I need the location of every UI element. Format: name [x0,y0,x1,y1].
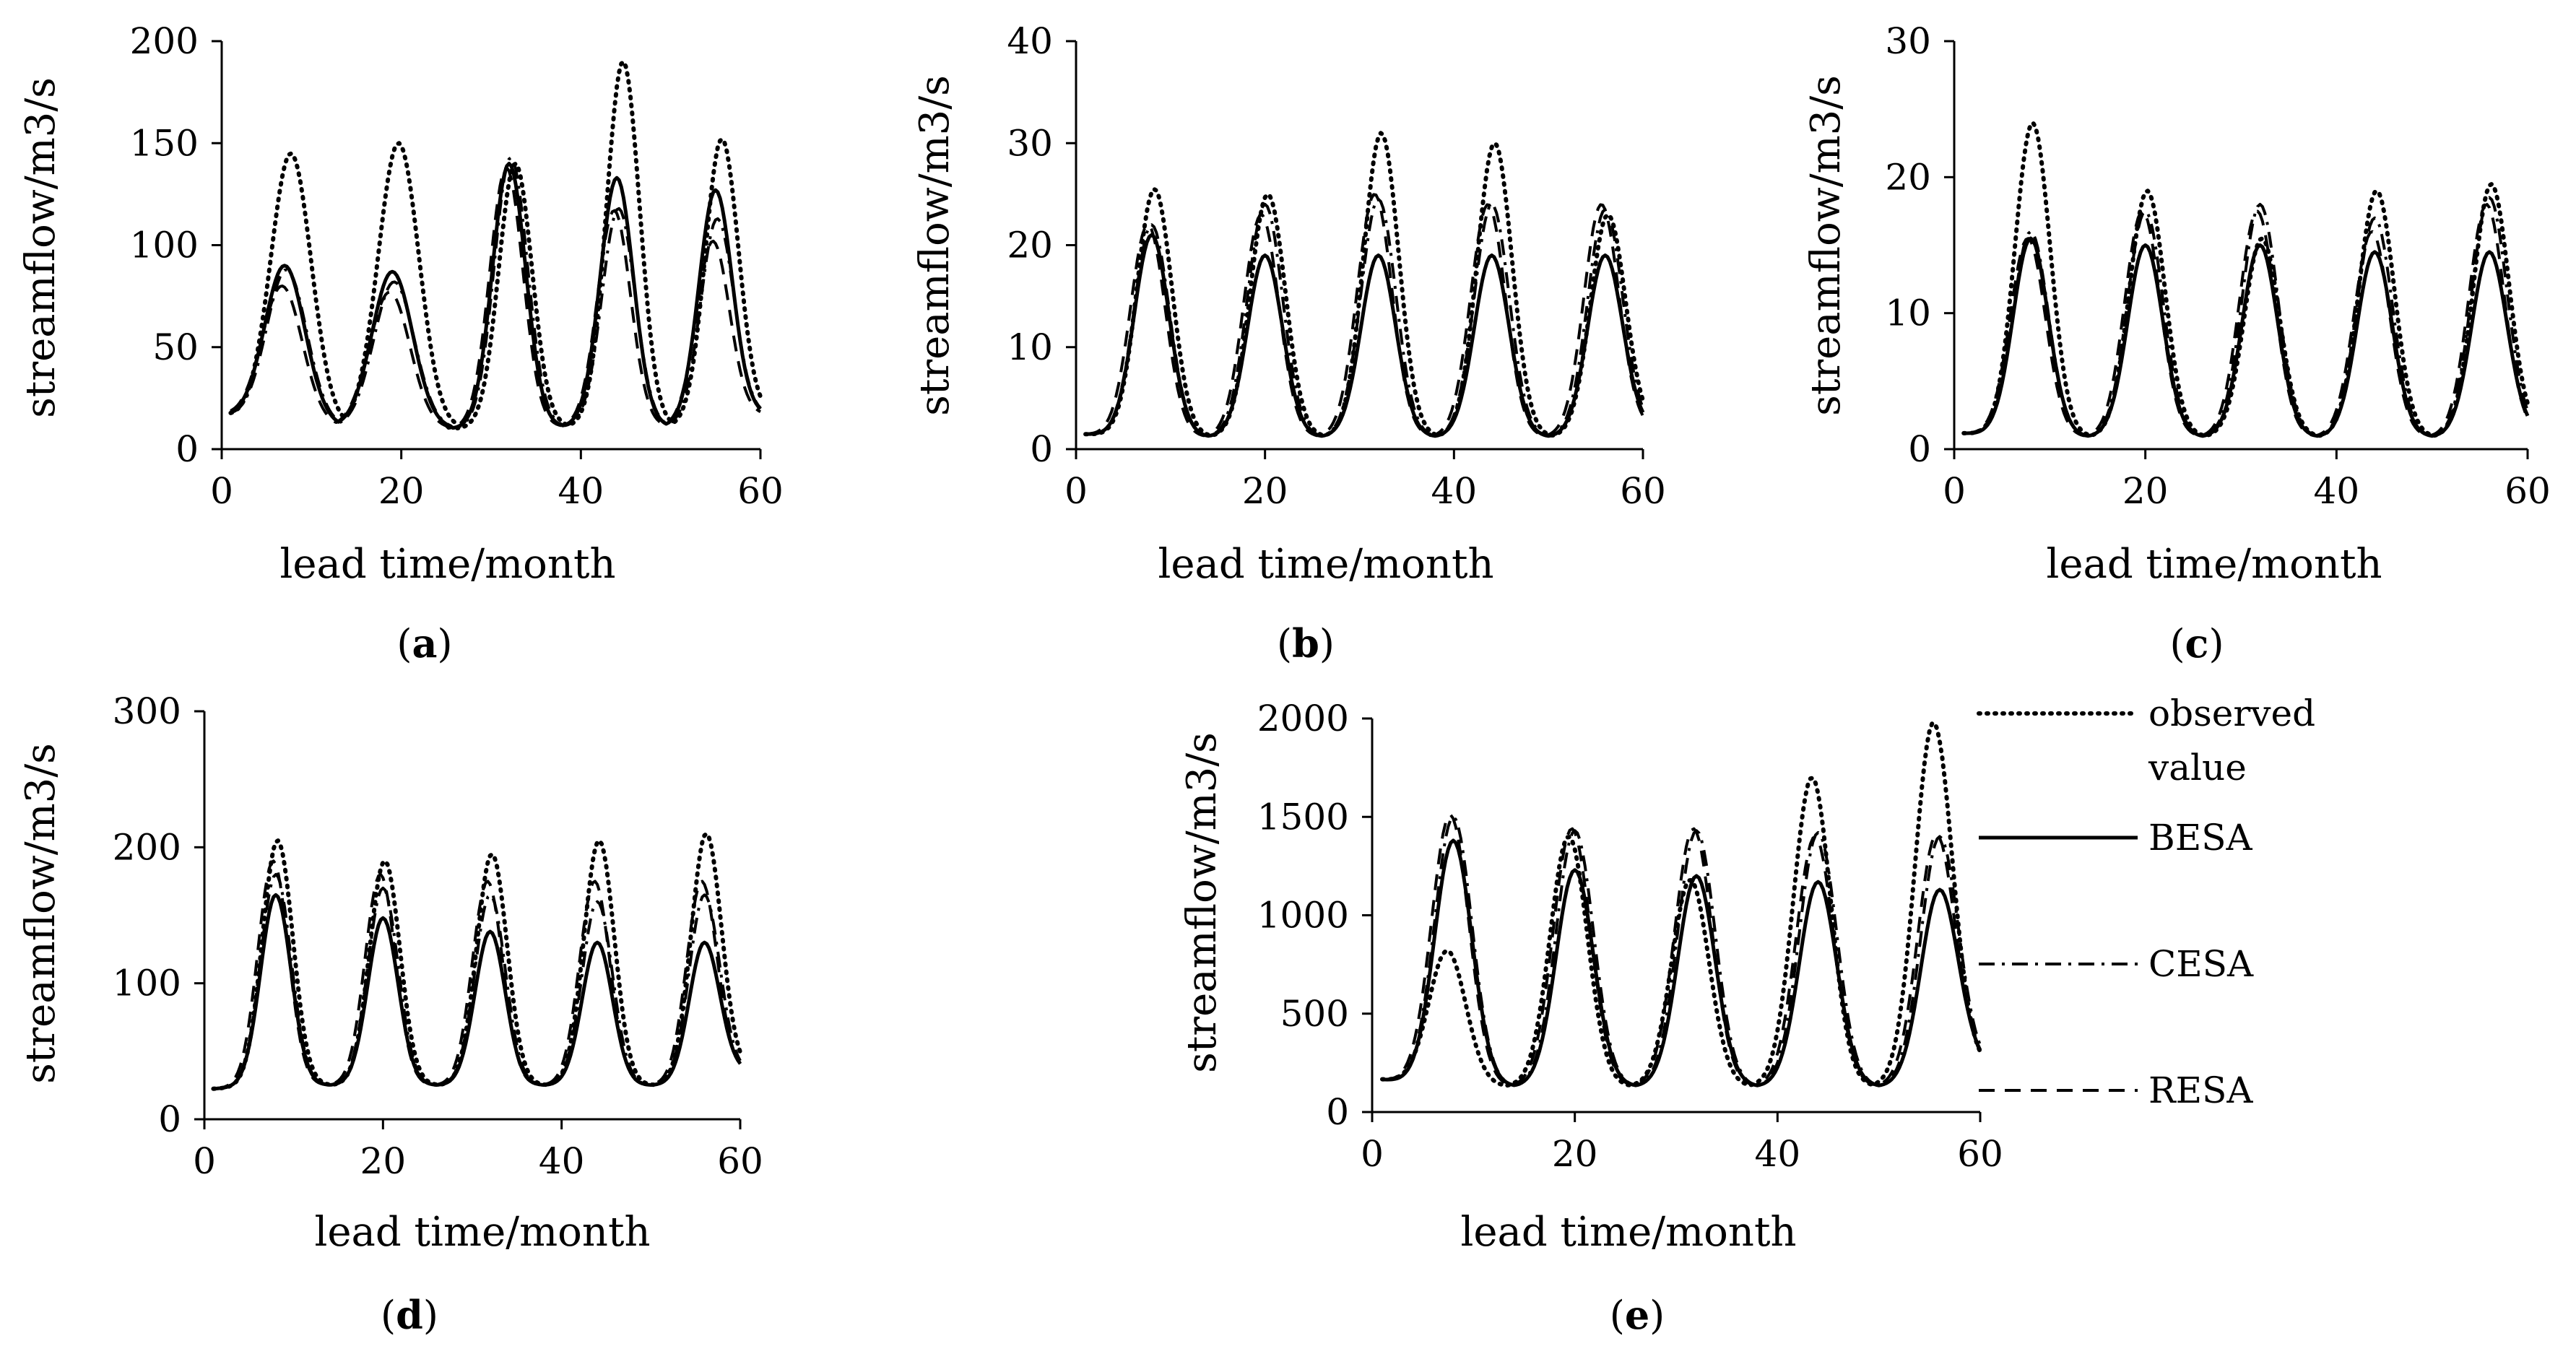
x-tick-label: 0 [193,1140,216,1182]
panel-a: streamflow/m3/s lead time/month (a) 0 50 1… [17,20,784,667]
y-tick-label: 200 [130,20,199,62]
x-tick-label: 0 [1361,1133,1384,1175]
y-tick-label: 0 [175,428,199,470]
legend-label-cesa: CESA [2148,943,2254,985]
y-tick-label: 0 [1908,428,1931,470]
y-tick-label: 100 [113,963,181,1004]
panel-c: streamflow/m3/s lead time/month (c) 0 10 2… [1803,20,2551,667]
series-line-observed-value [1083,131,1645,438]
series-line-besa [1382,838,1982,1087]
y-tick-label: 20 [1007,225,1053,266]
x-tick-label: 20 [1552,1133,1598,1175]
x-tick-label: 40 [2314,470,2360,512]
y-axis-label: streamflow/m3/s [1803,75,1849,416]
x-tick-label: 40 [1431,470,1478,512]
y-tick-label: 0 [1326,1091,1349,1133]
series-line-cesa [1382,815,1982,1087]
y-tick-label: 10 [1885,292,1931,334]
legend-label-besa: BESA [2148,817,2252,859]
panel-label: (a) [396,620,452,667]
series-line-resa [213,859,742,1090]
y-tick-label: 2000 [1257,698,1349,739]
x-tick-label: 40 [558,470,604,512]
series-line-resa [1964,203,2529,438]
panel-label: (c) [2169,620,2224,667]
x-tick-label: 20 [1242,470,1288,512]
x-tick-label: 60 [717,1140,763,1182]
series-line-observed-value [211,831,742,1091]
y-axis-label: streamflow/m3/s [17,77,64,418]
y-axis-label: streamflow/m3/s [911,75,958,416]
series-line-cesa [1964,196,2529,438]
x-tick-label: 20 [360,1140,407,1182]
series-line-observed-value [1961,121,2530,438]
y-tick-label: 10 [1007,326,1053,368]
y-tick-label: 300 [113,690,181,732]
x-axis-label: lead time/month [1460,1209,1796,1256]
x-tick-label: 0 [1064,470,1088,512]
x-tick-label: 60 [1957,1133,2003,1175]
y-tick-label: 20 [1885,156,1931,198]
x-axis-label: lead time/month [2046,541,2382,588]
y-tick-label: 50 [152,326,199,368]
y-tick-label: 500 [1280,993,1349,1035]
x-tick-label: 0 [210,470,233,512]
legend-label-resa: RESA [2148,1069,2253,1111]
x-tick-label: 20 [378,470,425,512]
panel-label: (d) [381,1292,438,1338]
series-line-resa [1085,193,1644,438]
x-axis-label: lead time/month [1158,541,1493,588]
series-line-cesa [230,156,762,430]
y-axis-label: streamflow/m3/s [17,743,64,1084]
y-tick-label: 30 [1885,20,1931,62]
y-tick-label: 200 [113,826,181,868]
series-line-cesa [213,873,742,1090]
y-axis-label: streamflow/m3/s [1179,732,1226,1073]
x-tick-label: 0 [1943,470,1966,512]
x-tick-label: 60 [737,470,784,512]
y-tick-label: 0 [1030,428,1053,470]
x-tick-label: 60 [2505,470,2551,512]
x-axis-label: lead time/month [279,541,615,588]
panel-label: (b) [1277,620,1335,667]
y-tick-label: 40 [1007,20,1053,62]
series-line-observed-value [228,59,763,430]
y-tick-label: 100 [130,225,199,266]
panel-label: (e) [1610,1292,1665,1338]
legend-label-observed: observed [2148,692,2315,734]
panel-d: streamflow/m3/s lead time/month (d) 0 100… [17,690,763,1338]
y-tick-label: 1000 [1257,895,1349,937]
panel-e: streamflow/m3/s lead time/month (e) 0 500… [1179,698,2003,1338]
y-tick-label: 0 [158,1098,181,1140]
series-line-resa [1382,813,1982,1087]
x-axis-label: lead time/month [314,1209,650,1256]
legend-label-observed-line2: value [2148,747,2247,789]
y-tick-label: 150 [130,122,199,164]
series-line-resa [230,166,761,430]
x-tick-label: 60 [1620,470,1666,512]
legend: observed value BESA CESA RESA [1977,692,2315,1111]
x-tick-label: 40 [539,1140,585,1182]
x-tick-label: 40 [1755,1133,1801,1175]
y-tick-label: 1500 [1257,796,1349,838]
y-tick-label: 30 [1007,122,1053,164]
x-tick-label: 20 [2122,470,2169,512]
panel-b: streamflow/m3/s lead time/month (b) 0 10 2… [911,20,1666,667]
